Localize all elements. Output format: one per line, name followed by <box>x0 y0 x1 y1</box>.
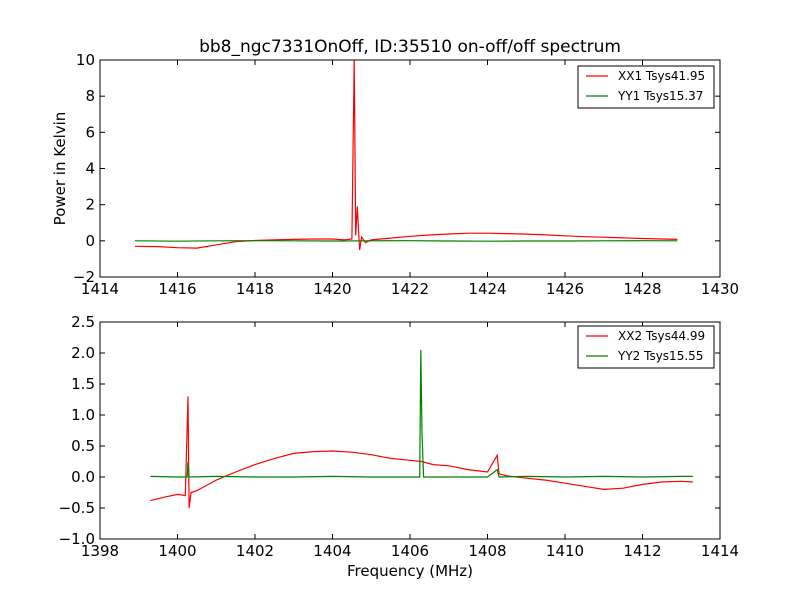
y-tick-label: 4 <box>85 160 95 178</box>
x-tick-label: 1416 <box>158 280 196 298</box>
series-line-xx2 <box>150 396 693 509</box>
y-axis-label: Power in Kelvin <box>51 112 69 226</box>
legend-label: YY2 Tsys15.55 <box>617 349 703 363</box>
x-tick-label: 1430 <box>701 280 739 298</box>
y-tick-label: 10 <box>76 51 95 69</box>
x-tick-label: 1424 <box>468 280 506 298</box>
y-tick-label: 2.5 <box>71 313 95 331</box>
y-tick-label: 1.5 <box>71 375 95 393</box>
x-tick-label: 1418 <box>236 280 274 298</box>
y-tick-label: 0.5 <box>71 437 95 455</box>
plot-panel-bottom: 1398 1400 1402 1404 1406 1408 1410 1412 1414 −1.0… <box>59 313 740 580</box>
x-tick-label: 1422 <box>391 280 429 298</box>
legend: XX2 Tsys44.99 YY2 Tsys15.55 <box>577 325 715 369</box>
y-tick-label: 6 <box>85 123 95 141</box>
plot-panel-top: 1414 1416 1418 1420 1422 1424 1426 1428 1430 −2 0 2… <box>51 51 739 298</box>
legend-box <box>577 325 715 369</box>
x-tick-label: 1400 <box>158 542 196 560</box>
y-tick-label: 1.0 <box>71 406 95 424</box>
legend-label: YY1 Tsys15.37 <box>617 89 703 103</box>
series-line-yy2 <box>150 349 693 478</box>
y-tick-label: 0 <box>85 232 95 250</box>
legend-box <box>577 65 715 109</box>
x-tick-label: 1414 <box>81 280 119 298</box>
x-tick-label: 1408 <box>468 542 506 560</box>
x-tick-label: 1420 <box>313 280 351 298</box>
x-tick-label: 1406 <box>391 542 429 560</box>
y-tick-label: 0.0 <box>71 468 95 486</box>
legend-label: XX2 Tsys44.99 <box>618 329 705 343</box>
y-tick-label: −2 <box>73 268 95 286</box>
x-tick-label: 1404 <box>313 542 351 560</box>
y-tick-label: 2 <box>85 196 95 214</box>
y-tick-label: 2.0 <box>71 344 95 362</box>
x-tick-label: 1414 <box>701 542 739 560</box>
x-axis-label: Frequency (MHz) <box>347 562 473 580</box>
x-tick-label: 1402 <box>236 542 274 560</box>
x-tick-label: 1426 <box>546 280 584 298</box>
legend: XX1 Tsys41.95 YY1 Tsys15.37 <box>577 65 715 109</box>
y-tick-label: −0.5 <box>59 499 95 517</box>
y-tick-label: −1.0 <box>59 530 95 548</box>
x-tick-label: 1410 <box>546 542 584 560</box>
x-tick-label: 1412 <box>623 542 661 560</box>
chart-title: bb8_ngc7331OnOff, ID:35510 on-off/off sp… <box>199 37 621 57</box>
x-tick-label: 1428 <box>623 280 661 298</box>
series-line-yy1 <box>134 240 678 242</box>
series-group <box>134 60 678 250</box>
series-group <box>150 349 693 509</box>
x-tick-label: 1398 <box>81 542 119 560</box>
y-tick-label: 8 <box>85 87 95 105</box>
legend-label: XX1 Tsys41.95 <box>618 69 705 83</box>
